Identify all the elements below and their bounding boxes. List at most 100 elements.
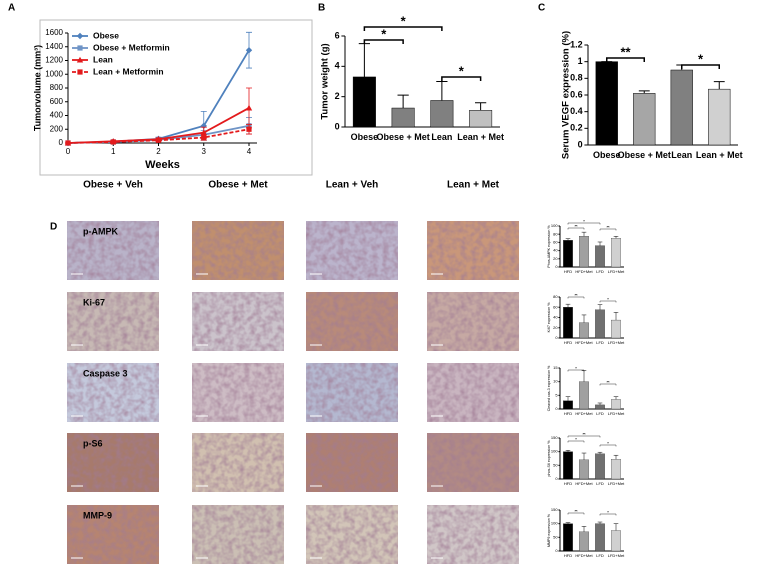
significance-label: *	[575, 366, 577, 371]
x-tick-label: 0	[66, 147, 71, 156]
error-bar	[581, 370, 587, 382]
bar	[595, 404, 605, 410]
legend-label: Lean + Metformin	[93, 66, 164, 76]
y-tick-label: 4	[335, 61, 340, 71]
y-axis-label: Serum VEGF expression (%)	[561, 31, 572, 159]
y-tick-label: 60	[553, 304, 558, 309]
marker	[245, 104, 253, 111]
error-bar	[597, 402, 603, 405]
legend-label: Obese	[93, 30, 119, 40]
y-tick-label: 20	[553, 325, 558, 330]
bar	[563, 523, 573, 552]
micrograph-texture	[67, 221, 159, 280]
significance-label: *	[607, 441, 609, 446]
error-bar	[597, 241, 603, 246]
y-axis-label: Ki67 expression %	[547, 302, 551, 333]
error-bar	[613, 312, 619, 321]
x-tick-label: Obese + Met	[376, 132, 429, 142]
legend-label: Lean	[93, 54, 113, 64]
y-tick-label: 0	[555, 548, 558, 553]
significance-bracket	[567, 440, 585, 443]
micrograph-texture	[192, 363, 284, 422]
legend-label: Obese + Metformin	[93, 42, 170, 52]
x-tick-label: HFD	[564, 481, 572, 486]
significance-bracket	[599, 444, 617, 447]
x-tick-label: HFD+Met	[575, 269, 593, 274]
x-tick-label: HFD	[564, 340, 572, 345]
y-tick-label: 80	[553, 231, 558, 236]
bar	[579, 459, 589, 480]
error-bar	[581, 526, 587, 532]
micrograph-texture	[306, 505, 398, 564]
x-tick-label: Lean + Met	[457, 132, 504, 142]
y-tick-label: 400	[50, 111, 64, 120]
y-tick-label: 5	[555, 392, 558, 397]
y-tick-label: 40	[553, 248, 558, 253]
bar	[563, 240, 573, 268]
bar	[611, 530, 621, 552]
y-tick-label: 0	[59, 138, 64, 147]
x-tick-label: Obese	[593, 150, 621, 160]
y-tick-label: 15	[553, 365, 558, 370]
legend-marker	[77, 69, 83, 75]
panel-label: D	[50, 222, 57, 233]
y-tick-label: 150	[551, 507, 558, 512]
bar	[563, 307, 573, 339]
legend-marker	[76, 56, 84, 63]
marker	[246, 126, 252, 132]
error-bar	[613, 454, 619, 460]
y-tick-label: 0	[555, 476, 558, 481]
error-bar	[597, 451, 603, 454]
bar	[611, 399, 621, 410]
significance-label: *	[607, 297, 609, 302]
error-bar	[358, 43, 370, 77]
error-bar	[638, 90, 650, 94]
significance-bracket	[567, 369, 585, 372]
micrograph-texture	[67, 433, 159, 492]
y-tick-label: 0.2	[570, 123, 583, 133]
bar	[391, 107, 415, 128]
significance-label: **	[574, 509, 578, 514]
error-bar	[565, 450, 571, 452]
significance-bracket	[567, 227, 585, 230]
x-tick-label: 4	[247, 147, 252, 156]
error-bar	[436, 81, 448, 101]
error-bar	[565, 522, 571, 524]
micrograph-texture	[306, 292, 398, 351]
micrograph-texture	[192, 433, 284, 492]
micrograph-texture	[306, 363, 398, 422]
significance-label: **	[620, 44, 631, 59]
error-bar	[581, 314, 587, 323]
legend-marker	[77, 45, 83, 51]
significance-label: **	[582, 432, 586, 437]
y-tick-label: 200	[50, 124, 64, 133]
micrograph-texture	[306, 221, 398, 280]
bar	[563, 451, 573, 480]
marker	[200, 129, 207, 136]
y-axis-label: Tumorvolume (mm³)	[32, 45, 42, 131]
x-axis-label: Weeks	[145, 159, 180, 171]
bar	[708, 88, 731, 146]
bar	[579, 236, 589, 268]
marker	[110, 139, 116, 145]
significance-bracket	[606, 57, 645, 62]
significance-label: **	[606, 225, 610, 230]
micrograph-texture	[427, 433, 519, 492]
y-tick-label: 50	[553, 534, 558, 539]
x-tick-label: LFD	[596, 481, 604, 486]
micrograph-texture	[306, 433, 398, 492]
column-header: Lean + Met	[447, 180, 500, 191]
panel-label: A	[8, 3, 15, 14]
x-tick-label: HFD	[564, 269, 572, 274]
significance-label: *	[575, 437, 577, 442]
y-tick-label: 1600	[45, 28, 63, 37]
y-tick-label: 0	[335, 121, 340, 131]
y-axis-label: phos-S6 expression %	[547, 440, 551, 477]
y-tick-label: 0.8	[570, 73, 583, 83]
micrograph-texture	[427, 292, 519, 351]
x-tick-label: 3	[202, 147, 207, 156]
micrograph-texture	[192, 292, 284, 351]
micrograph-texture	[192, 221, 284, 280]
significance-label: *	[698, 51, 704, 66]
error-bar	[613, 236, 619, 239]
